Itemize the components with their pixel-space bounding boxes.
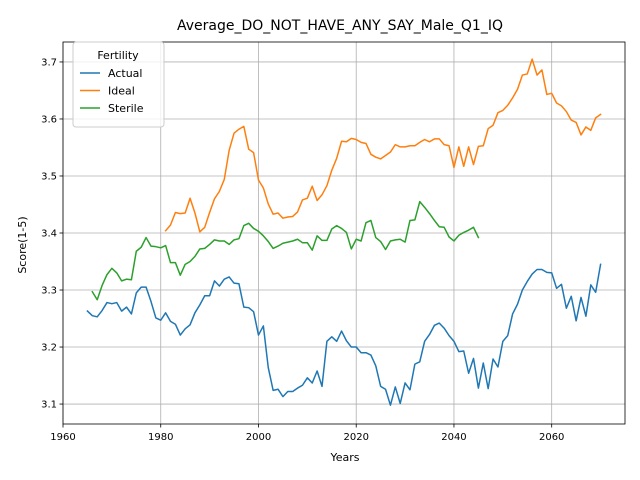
x-tick-label: 1980 (148, 432, 173, 443)
y-axis-label: Score(1-5) (16, 216, 29, 273)
y-tick-label: 3.3 (41, 286, 57, 297)
y-tick-label: 3.7 (41, 58, 57, 69)
x-tick-label: 2000 (246, 432, 271, 443)
y-tick-label: 3.2 (41, 343, 57, 354)
y-tick-label: 3.4 (41, 229, 57, 240)
x-tick-label: 2060 (539, 432, 564, 443)
x-tick-label: 1960 (50, 432, 75, 443)
legend-title: Fertility (97, 49, 139, 62)
y-tick-label: 3.6 (41, 115, 57, 126)
legend: Fertility Actual Ideal Sterile (73, 42, 164, 127)
chart-title: Average_DO_NOT_HAVE_ANY_SAY_Male_Q1_IQ (177, 18, 503, 34)
legend-label-sterile: Sterile (108, 102, 144, 115)
x-tick-label: 2020 (343, 432, 368, 443)
legend-label-ideal: Ideal (108, 85, 135, 98)
legend-label-actual: Actual (108, 67, 142, 80)
x-tick-label: 2040 (441, 432, 466, 443)
x-axis-label: Years (329, 451, 359, 464)
y-tick-label: 3.5 (41, 172, 57, 183)
y-tick-label: 3.1 (41, 400, 57, 411)
